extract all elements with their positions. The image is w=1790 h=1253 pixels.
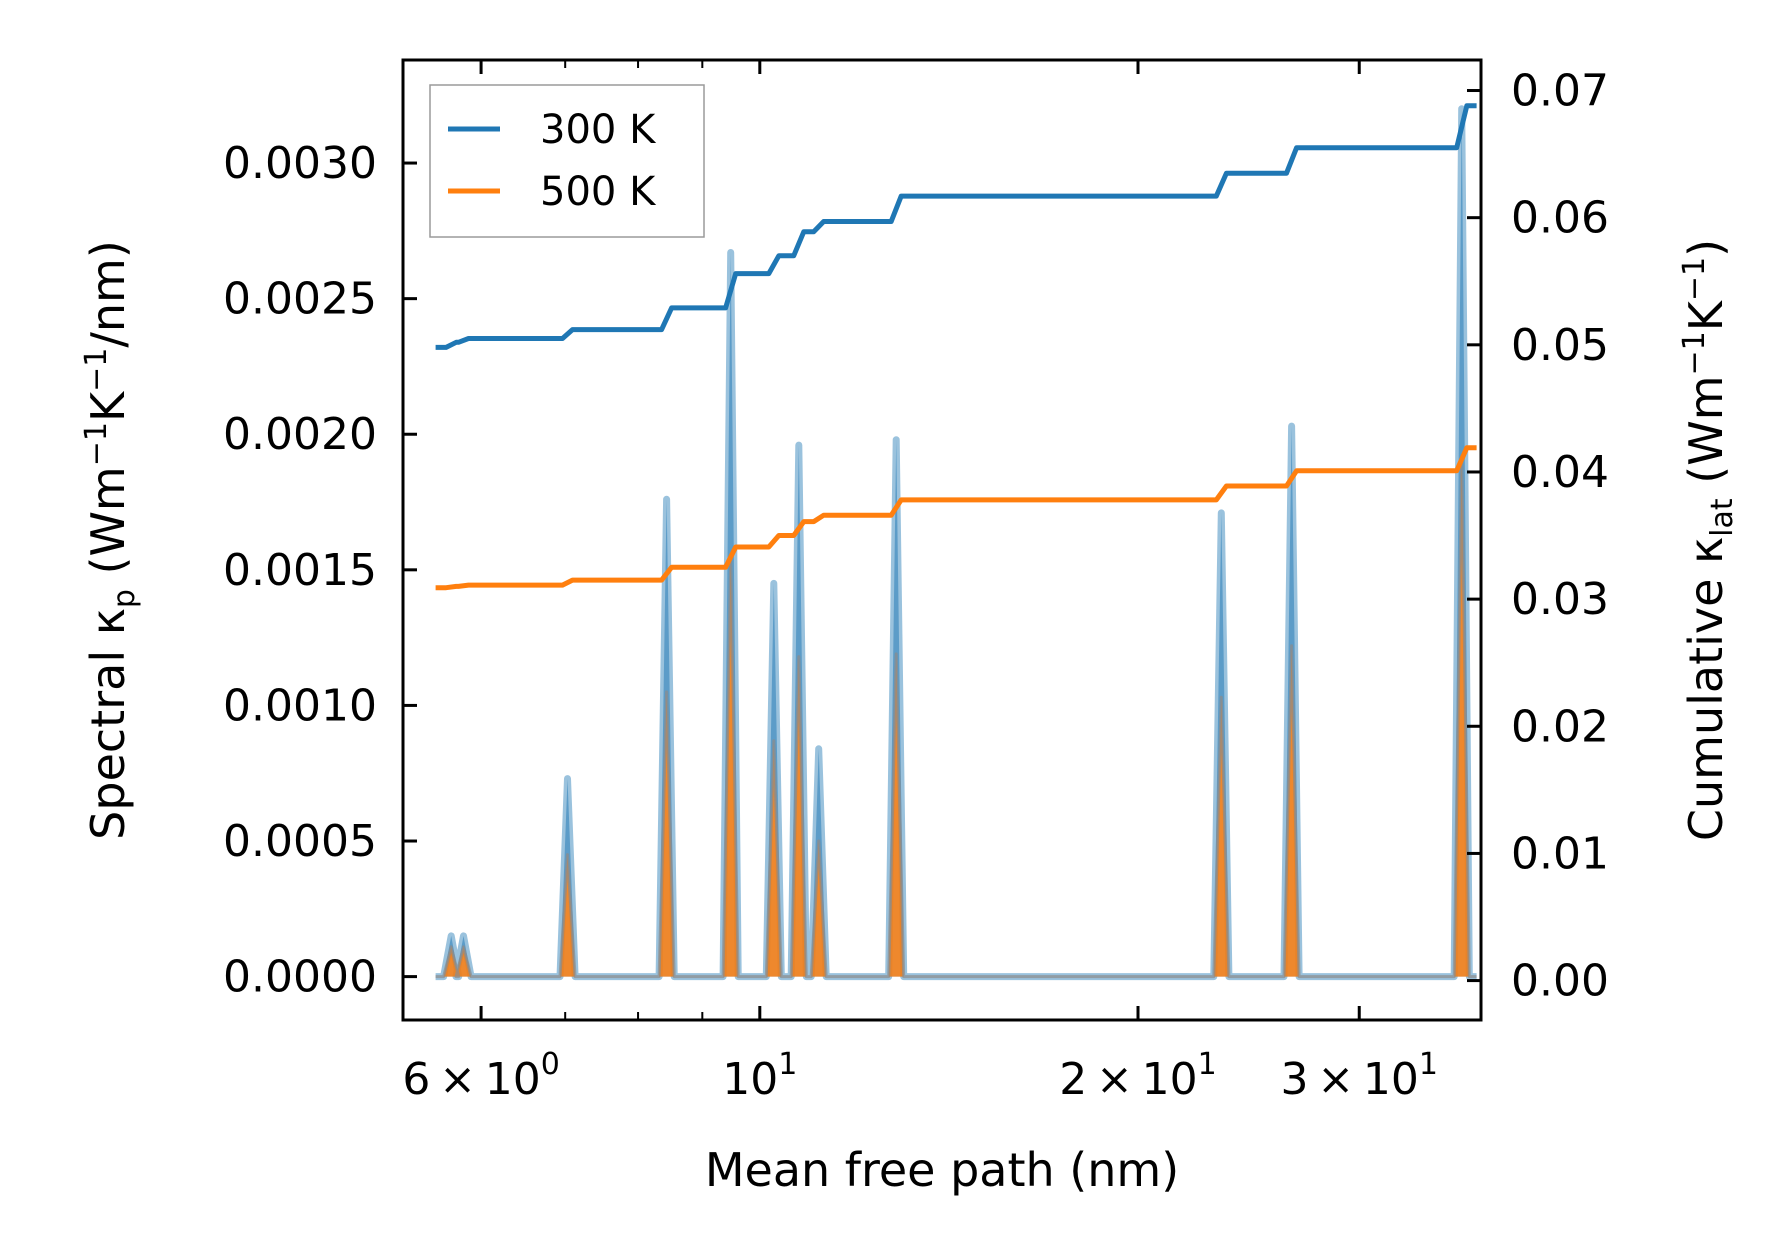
x-tick-label: 3 × 101: [1280, 1047, 1438, 1105]
axis-ticks: 0.0000 0.0005 0.0010 0.0015 0.0020 0.0025 0.00…: [223, 60, 1609, 1105]
legend-label-500k: 500 K: [540, 169, 657, 215]
y-left-tick-label: 0.0015: [223, 545, 377, 596]
plot-area: [435, 103, 1477, 981]
plot-frame: [401, 58, 1483, 1022]
cumulative-line-1: [435, 445, 1477, 591]
y-right-tick-label: 0.03: [1511, 574, 1609, 625]
legend-label-300k: 300 K: [540, 107, 657, 153]
x-axis-title: Mean free path (nm): [705, 1143, 1179, 1197]
legend: 300 K 500 K: [429, 84, 705, 238]
spectral-line-1: [435, 454, 1477, 979]
y-left-tick-label: 0.0025: [223, 274, 377, 325]
x-tick-label: 101: [722, 1047, 797, 1105]
legend-box: [429, 84, 705, 238]
y-axis-left-title: Spectral κp (Wm−1K−1/nm): [79, 240, 142, 840]
y-right-tick-label: 0.01: [1511, 828, 1609, 879]
cumulative-line-0: [435, 103, 1477, 350]
y-right-tick-label: 0.04: [1511, 447, 1609, 498]
y-axis-right-title: Cumulative κlat (Wm−1K−1): [1677, 239, 1740, 841]
y-left-tick-label: 0.0020: [223, 409, 377, 460]
y-left-tick-label: 0.0010: [223, 680, 377, 731]
y-right-tick-label: 0.05: [1511, 320, 1609, 371]
y-right-tick-label: 0.06: [1511, 193, 1609, 244]
x-tick-label: 2 × 101: [1059, 1047, 1217, 1105]
y-right-tick-label: 0.07: [1511, 66, 1609, 117]
x-tick-label: 6 × 100: [402, 1047, 560, 1105]
y-left-tick-label: 0.0005: [223, 816, 377, 867]
y-right-tick-label: 0.00: [1511, 956, 1609, 1007]
y-right-tick-label: 0.02: [1511, 701, 1609, 752]
y-left-tick-label: 0.0030: [223, 138, 377, 189]
y-left-tick-label: 0.0000: [223, 952, 377, 1003]
